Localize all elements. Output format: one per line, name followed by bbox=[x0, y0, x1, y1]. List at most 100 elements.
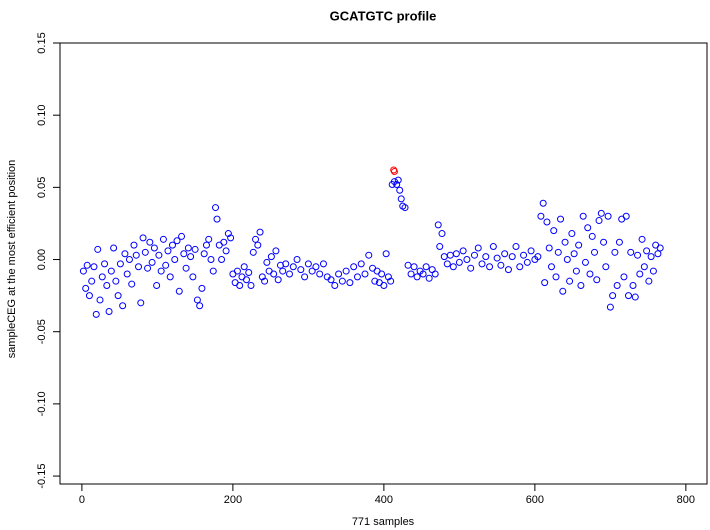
point bbox=[107, 267, 115, 275]
point bbox=[90, 263, 98, 271]
point bbox=[449, 263, 457, 271]
point bbox=[545, 244, 553, 252]
point bbox=[593, 276, 601, 284]
point bbox=[240, 263, 248, 271]
point bbox=[123, 270, 131, 278]
point bbox=[606, 303, 614, 311]
point bbox=[527, 247, 535, 255]
point bbox=[148, 258, 156, 266]
point bbox=[173, 237, 181, 245]
point bbox=[112, 277, 120, 285]
point bbox=[631, 293, 639, 301]
point bbox=[394, 176, 402, 184]
point bbox=[455, 258, 463, 266]
point bbox=[245, 269, 253, 277]
point bbox=[361, 270, 369, 278]
point bbox=[413, 273, 421, 281]
point bbox=[233, 267, 241, 275]
point bbox=[189, 273, 197, 281]
point bbox=[135, 263, 143, 271]
point bbox=[615, 238, 623, 246]
point bbox=[602, 263, 610, 271]
point bbox=[220, 238, 228, 246]
y-tick-label: 0.10 bbox=[36, 104, 48, 125]
point bbox=[159, 235, 167, 243]
point bbox=[207, 256, 215, 264]
point bbox=[222, 247, 230, 255]
point bbox=[94, 245, 102, 253]
point bbox=[474, 244, 482, 252]
point bbox=[627, 248, 635, 256]
point bbox=[493, 254, 501, 262]
point bbox=[139, 234, 147, 242]
point bbox=[105, 307, 113, 315]
point bbox=[396, 186, 404, 194]
point bbox=[634, 251, 642, 259]
point bbox=[597, 209, 605, 217]
y-tick-label: 0.15 bbox=[36, 32, 48, 53]
point bbox=[297, 266, 305, 274]
point bbox=[162, 261, 170, 269]
x-tick-label: 400 bbox=[375, 494, 393, 506]
plot-box bbox=[59, 42, 708, 485]
point bbox=[428, 266, 436, 274]
point bbox=[467, 264, 475, 272]
point bbox=[270, 270, 278, 278]
point bbox=[512, 243, 520, 251]
point bbox=[236, 282, 244, 290]
point bbox=[242, 276, 250, 284]
x-tick-label: 600 bbox=[526, 494, 544, 506]
point bbox=[144, 264, 152, 272]
point bbox=[83, 261, 91, 269]
point bbox=[463, 256, 471, 264]
point bbox=[256, 228, 264, 236]
point bbox=[98, 273, 106, 281]
point bbox=[249, 248, 257, 256]
point bbox=[121, 250, 129, 258]
point bbox=[387, 277, 395, 285]
point bbox=[164, 247, 172, 255]
point bbox=[645, 277, 653, 285]
y-tick-label: 0.00 bbox=[36, 249, 48, 270]
point bbox=[335, 270, 343, 278]
point bbox=[119, 302, 127, 310]
point bbox=[579, 212, 587, 220]
point bbox=[79, 267, 87, 275]
point bbox=[353, 273, 361, 281]
point bbox=[404, 261, 412, 269]
point bbox=[218, 256, 226, 264]
point bbox=[640, 263, 648, 271]
point bbox=[157, 267, 165, 275]
point bbox=[213, 215, 221, 223]
point bbox=[575, 241, 583, 249]
y-tick-label: -0.10 bbox=[36, 391, 48, 416]
point bbox=[304, 260, 312, 268]
point bbox=[187, 253, 195, 261]
point bbox=[378, 270, 386, 278]
point bbox=[622, 212, 630, 220]
point bbox=[486, 263, 494, 271]
point bbox=[301, 273, 309, 281]
point bbox=[470, 251, 478, 259]
point bbox=[155, 251, 163, 259]
point bbox=[263, 258, 271, 266]
point bbox=[584, 224, 592, 232]
point bbox=[539, 199, 547, 207]
point bbox=[166, 273, 174, 281]
point bbox=[196, 302, 204, 310]
point bbox=[247, 282, 255, 290]
point bbox=[436, 243, 444, 251]
point bbox=[649, 267, 657, 275]
point bbox=[252, 235, 260, 243]
point bbox=[342, 267, 350, 275]
point bbox=[150, 244, 158, 252]
point bbox=[182, 264, 190, 272]
point bbox=[125, 256, 133, 264]
point bbox=[289, 263, 297, 271]
point bbox=[654, 250, 662, 258]
point bbox=[261, 277, 269, 285]
point bbox=[272, 247, 280, 255]
point bbox=[440, 253, 448, 261]
point bbox=[178, 232, 186, 240]
